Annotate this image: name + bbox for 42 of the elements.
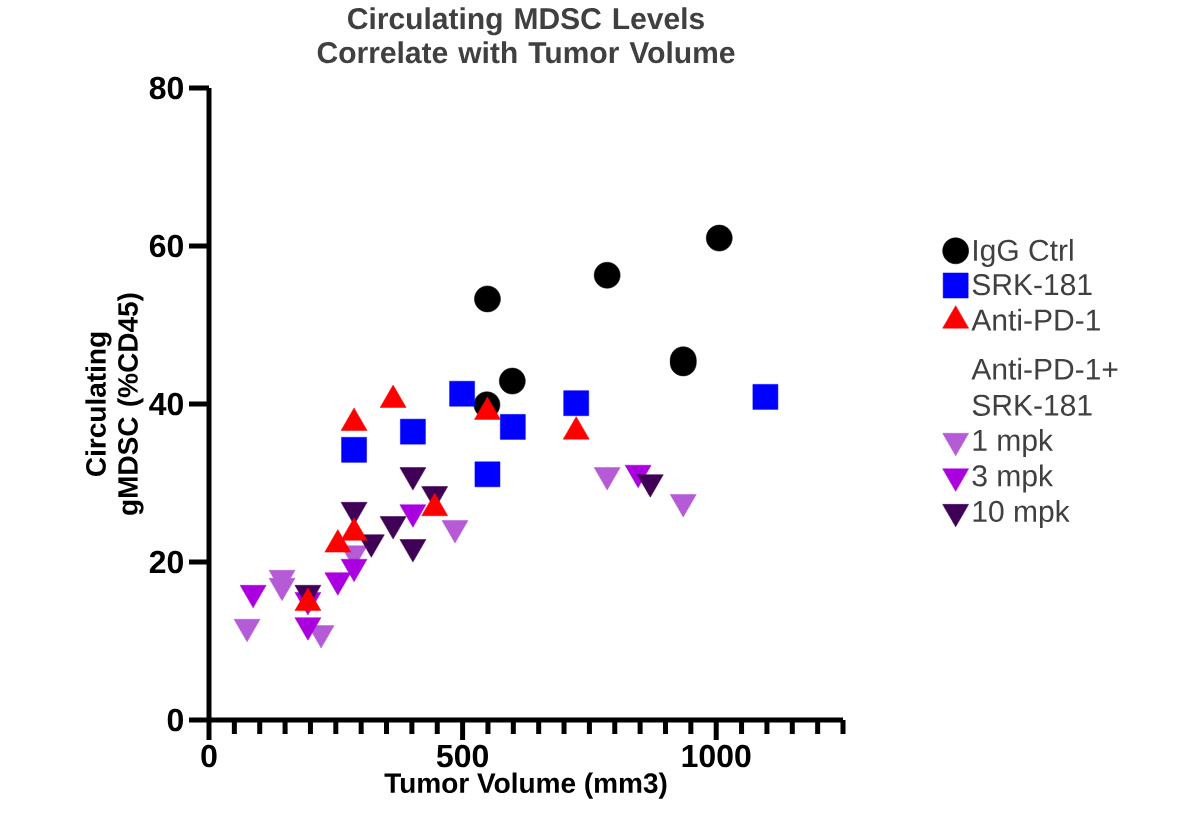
point — [441, 520, 469, 544]
point — [474, 285, 501, 313]
y-tick-label: 40 — [149, 392, 183, 416]
y-tick-label: 20 — [149, 550, 183, 574]
point — [499, 367, 526, 395]
point — [593, 261, 621, 289]
point — [399, 467, 427, 491]
point — [233, 619, 261, 643]
legend-label: Anti-PD-1 — [971, 308, 1100, 331]
y-tick-label: 80 — [149, 76, 183, 100]
point — [324, 572, 352, 596]
point — [637, 474, 664, 498]
text: Anti-PD-1+ SRK-181 — [971, 357, 1118, 416]
x-tick-label: 1000 — [682, 744, 751, 768]
point — [239, 585, 267, 609]
x-tick-label: 0 — [201, 744, 217, 768]
x-axis-title: Tumor Volume (mm3) — [384, 772, 667, 799]
legend-label: 10 mpk — [973, 499, 1070, 528]
y-axis-title: Circulating gMDSC (%CD45) — [85, 293, 144, 515]
point — [449, 380, 475, 407]
legend-label: 1 mpk — [973, 428, 1054, 457]
point — [400, 418, 426, 445]
point — [752, 384, 779, 410]
point — [669, 494, 697, 518]
x-tick-label: 500 — [436, 744, 488, 768]
point — [705, 224, 733, 252]
legend-label: IgG Ctrl — [974, 238, 1073, 267]
point — [563, 390, 589, 416]
legend-label: 3 mpk — [972, 464, 1054, 493]
y-tick-label: 0 — [167, 708, 183, 732]
point — [341, 437, 367, 463]
point — [340, 558, 368, 583]
point — [294, 617, 322, 641]
point — [399, 539, 427, 563]
legend-label: SRK-181 — [972, 274, 1092, 296]
y-tick-label: 60 — [149, 234, 183, 258]
point — [500, 414, 526, 440]
point — [379, 516, 407, 540]
point — [593, 467, 621, 491]
point — [399, 504, 427, 528]
chart-title: Circulating MDSC Levels Correlate with Tumor Volume — [317, 7, 735, 64]
point — [268, 577, 296, 601]
